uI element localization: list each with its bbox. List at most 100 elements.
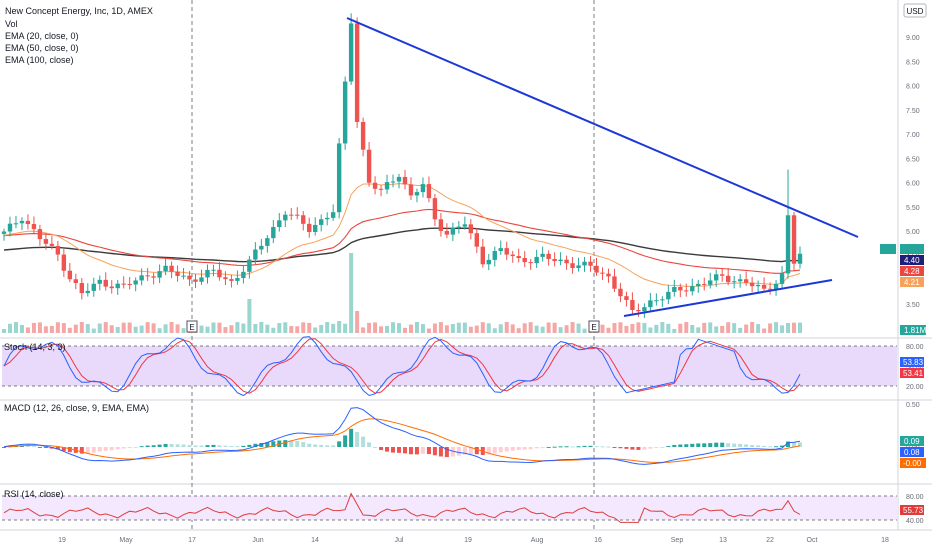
time-tick-label: 22 [766, 537, 774, 544]
volume-bar [103, 322, 108, 333]
candle-body [528, 262, 533, 264]
currency-badge[interactable] [903, 3, 927, 18]
volume-bar [325, 322, 330, 333]
candle-body [67, 270, 73, 280]
candle-body [121, 283, 126, 285]
macd-histogram-bar [630, 447, 635, 450]
volume-bar [564, 325, 569, 333]
candle-body [725, 275, 731, 283]
macd-histogram-bar [798, 442, 802, 447]
candle-body [510, 254, 515, 257]
volume-bar [624, 326, 629, 333]
candle-body [103, 279, 108, 287]
candle-body [600, 272, 605, 274]
volume-bar [205, 326, 210, 333]
candle-body [666, 291, 671, 300]
candle-body [247, 259, 252, 272]
volume-bar [361, 327, 366, 333]
macd-line-value: 0.08 [904, 448, 920, 457]
candle-body [773, 283, 779, 290]
candle-body [714, 274, 719, 281]
volume-bar [432, 323, 437, 333]
macd-histogram-bar [720, 442, 725, 447]
volume-bar [456, 322, 461, 333]
candle-body [157, 271, 162, 278]
volume-bar [408, 324, 413, 333]
macd-histogram-bar [133, 447, 138, 448]
volume-bar [7, 323, 12, 333]
candle-body [779, 273, 785, 284]
volume-bar [462, 322, 467, 333]
volume-bar [343, 323, 348, 333]
volume-bar [91, 328, 96, 333]
candle-body [546, 253, 551, 260]
candle-body [402, 176, 408, 185]
stoch-d-badge [900, 368, 924, 378]
macd-histogram-bar [402, 447, 407, 454]
candle-body [486, 259, 491, 265]
macd-histogram-bar [486, 447, 491, 455]
volume-bar [2, 329, 6, 333]
volume-bar [115, 327, 120, 333]
rsi-tick-label: 40.00 [906, 518, 924, 525]
rsi-panel[interactable] [2, 492, 897, 523]
candle-body [384, 182, 390, 190]
candle-body [432, 198, 438, 220]
volume-bar [570, 322, 575, 333]
volume-bars [2, 253, 802, 333]
macd-histogram-bar [756, 445, 761, 447]
macd-histogram-bar [319, 444, 324, 447]
macd-histogram-bar [528, 447, 533, 450]
volume-bar [660, 322, 665, 333]
volume-bar [223, 327, 228, 333]
candle-body [151, 276, 156, 278]
candle-body [109, 286, 114, 289]
volume-bar [151, 323, 156, 333]
candle-body [61, 254, 67, 271]
candle-body [181, 275, 186, 277]
trendlines[interactable] [346, 17, 859, 317]
candle-body [1, 231, 7, 234]
volume-bar [672, 328, 677, 333]
volume-bar [774, 322, 779, 333]
macd-histogram-bar [450, 447, 455, 457]
macd-histogram-bar [211, 444, 216, 447]
price-tick-label: 8.50 [906, 59, 920, 66]
candle-body [253, 249, 258, 260]
macd-histogram-bar [61, 447, 66, 451]
macd-histogram-bar [67, 447, 72, 453]
candle-body [672, 287, 677, 292]
time-tick-label: 19 [58, 537, 66, 544]
macd-histogram-bar [385, 447, 390, 452]
volume-bar [211, 322, 216, 333]
volume-bar [762, 328, 767, 333]
stoch-panel[interactable] [2, 336, 897, 397]
time-tick-label: 14 [311, 537, 319, 544]
earnings-marker[interactable] [588, 320, 600, 333]
candle-body [277, 220, 282, 227]
volume-bar [163, 324, 168, 333]
macd-histogram-bar [397, 447, 402, 453]
macd-histogram-bar [169, 443, 174, 447]
macd-histogram-bar [732, 443, 737, 447]
candle-body [115, 283, 120, 289]
price-candles[interactable] [1, 13, 803, 318]
volume-bar [420, 324, 425, 333]
macd-histogram-bar [127, 447, 132, 448]
macd-line-badge [900, 447, 924, 457]
price-tick-label: 6.00 [906, 181, 920, 188]
volume-bar [79, 322, 84, 333]
candle-body [570, 263, 575, 269]
candle-body [390, 181, 396, 183]
macd-histogram-bar [696, 443, 701, 447]
earnings-marker[interactable] [186, 320, 198, 333]
macd-histogram-bar [331, 445, 336, 447]
volume-bar [510, 324, 515, 333]
macd-panel[interactable] [2, 407, 802, 465]
candle-body [73, 279, 79, 284]
volume-bar [696, 327, 701, 333]
time-tick-label: May [119, 537, 133, 544]
volume-bar [618, 322, 623, 333]
candle-body [37, 229, 43, 240]
